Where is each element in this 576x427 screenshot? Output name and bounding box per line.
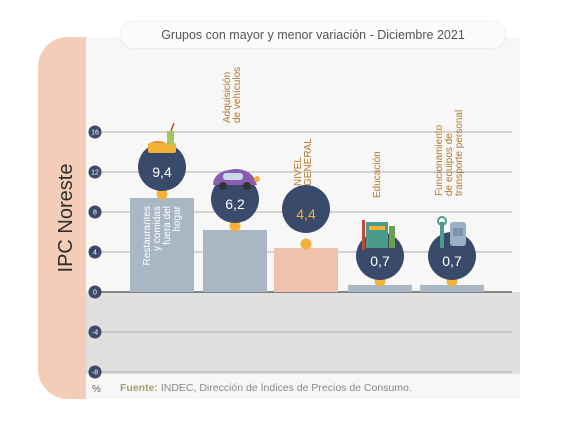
y-tick-dot bbox=[88, 245, 102, 259]
y-tick-label: 12 bbox=[91, 170, 99, 177]
category-label-line: Adquisición bbox=[222, 72, 233, 123]
source-text: INDEC, Dirección de Índices de Precios d… bbox=[160, 382, 412, 394]
tools-icon-can-label bbox=[453, 228, 463, 236]
books-icon-ribbon bbox=[362, 220, 365, 250]
car-icon-window bbox=[223, 173, 243, 180]
chart-title: Grupos con mayor y menor variación - Dic… bbox=[121, 22, 505, 48]
value-bubbles: 9,4 6,2 4,4 0,7 0,7 bbox=[138, 122, 476, 280]
category-label: Restaurantesy comidasfuera delhogar bbox=[142, 205, 183, 265]
value-dot bbox=[229, 220, 241, 232]
food-icon-straw bbox=[170, 122, 175, 132]
y-tick-label: -8 bbox=[92, 370, 98, 377]
value-label: 9,4 bbox=[152, 164, 172, 180]
y-ticks: 16 12 8 4 0 -4 -8 bbox=[88, 125, 102, 379]
food-icon-burger bbox=[150, 140, 166, 143]
food-icon-cup bbox=[167, 131, 174, 145]
tools-icon-wrench-head bbox=[437, 216, 447, 226]
y-tick-dot bbox=[88, 205, 102, 219]
category-label-line: NIVEL bbox=[293, 157, 304, 186]
category-labels: Restaurantesy comidasfuera delhogar Adqui… bbox=[142, 67, 465, 266]
category-label-line: y comidas bbox=[152, 206, 163, 251]
bar bbox=[348, 285, 412, 292]
category-label-line: fuera del bbox=[162, 206, 173, 245]
negative-zone bbox=[86, 292, 520, 374]
car-icon-light bbox=[254, 176, 260, 182]
y-tick-dot bbox=[88, 285, 102, 299]
books-icon bbox=[362, 220, 395, 250]
value-label: 4,4 bbox=[296, 206, 316, 222]
y-tick-label: 16 bbox=[91, 130, 99, 137]
books-icon-book bbox=[366, 222, 388, 248]
bars bbox=[130, 188, 484, 292]
y-tick-dot bbox=[88, 325, 102, 339]
y-tick-dot bbox=[88, 165, 102, 179]
bar bbox=[420, 285, 484, 292]
tools-icon bbox=[437, 216, 466, 248]
category-label: Educación bbox=[372, 151, 383, 198]
bar bbox=[274, 248, 338, 292]
y-tick-label: 0 bbox=[93, 290, 97, 297]
value-bubble bbox=[282, 185, 330, 233]
bar bbox=[203, 230, 267, 292]
books-icon-spine bbox=[389, 226, 395, 248]
category-label-line: transporte personal bbox=[454, 110, 465, 196]
source-label: Fuente: bbox=[120, 382, 158, 394]
y-tick-dot bbox=[88, 125, 102, 139]
car-icon-wheel bbox=[219, 182, 227, 190]
food-icon-tray bbox=[148, 143, 176, 153]
category-label-line: Educación bbox=[372, 151, 383, 198]
value-bubble bbox=[138, 143, 186, 191]
category-label: Adquisiciónde vehículos bbox=[222, 67, 243, 123]
value-label: 6,2 bbox=[225, 196, 245, 212]
y-tick-label: 4 bbox=[93, 250, 97, 257]
y-tick-dot bbox=[88, 365, 102, 379]
car-icon-wheel bbox=[243, 182, 251, 190]
value-dot bbox=[156, 188, 168, 200]
y-tick-label: 8 bbox=[93, 210, 97, 217]
category-label: NIVELGENERAL bbox=[293, 138, 314, 186]
food-icon bbox=[148, 122, 176, 153]
category-label-line: de vehículos bbox=[232, 67, 243, 123]
category-label-line: de equipos de bbox=[444, 133, 455, 196]
value-label: 0,7 bbox=[442, 253, 462, 269]
unit-label: % bbox=[92, 384, 101, 395]
category-label-line: hogar bbox=[172, 205, 183, 231]
value-dot bbox=[300, 238, 312, 250]
car-icon bbox=[213, 169, 260, 190]
books-icon-label bbox=[369, 226, 385, 230]
source-note: Fuente: INDEC, Dirección de Índices de P… bbox=[120, 382, 412, 394]
value-label: 0,7 bbox=[370, 253, 390, 269]
category-label-line: Restaurantes bbox=[142, 206, 153, 265]
category-label: Funcionamientode equipos detransporte pe… bbox=[434, 110, 465, 196]
category-label-line: Funcionamiento bbox=[434, 124, 445, 196]
category-label-line: GENERAL bbox=[303, 138, 314, 186]
y-tick-label: -4 bbox=[92, 330, 98, 337]
bar bbox=[130, 198, 194, 292]
